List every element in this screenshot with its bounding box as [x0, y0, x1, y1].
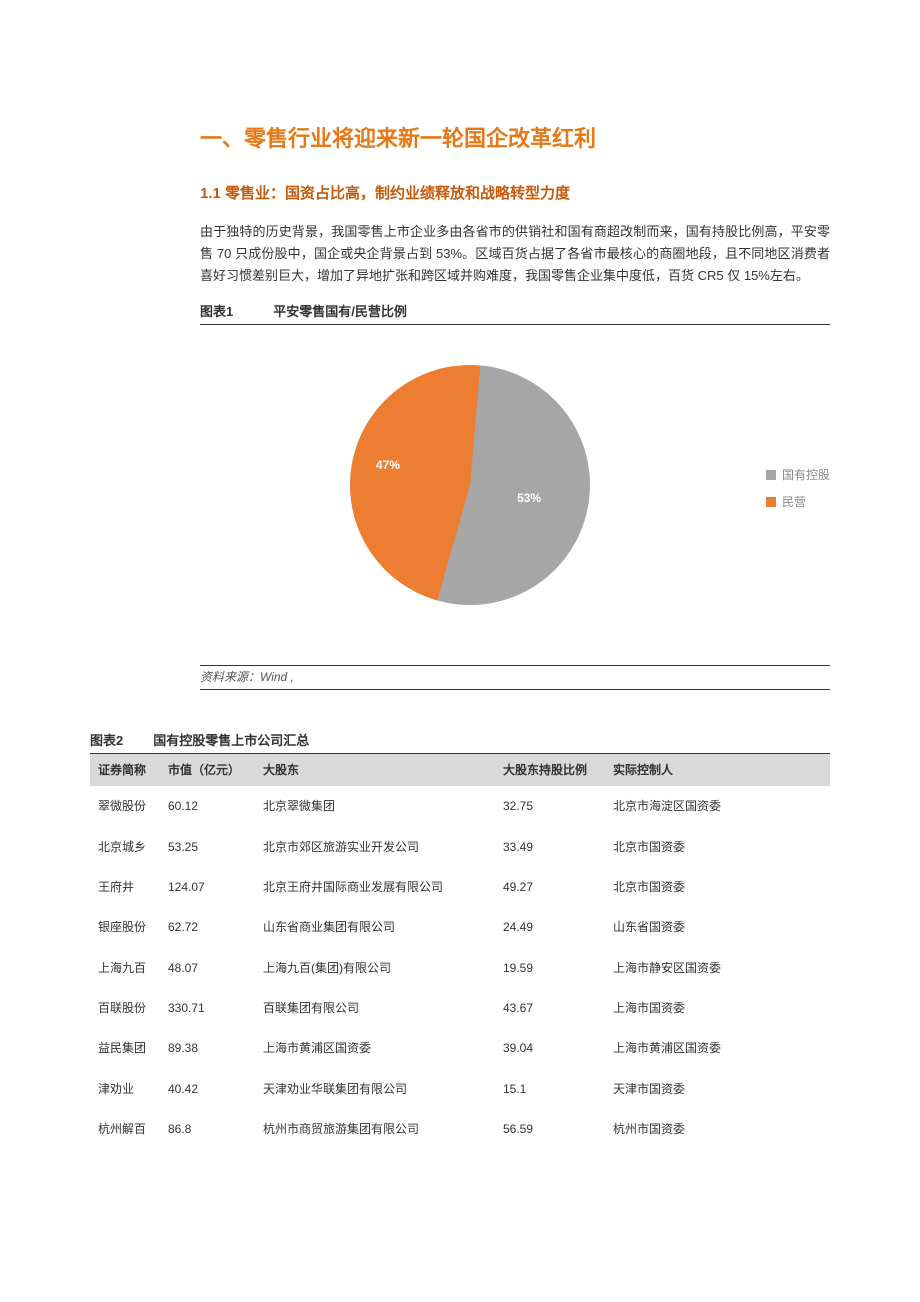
table-cell: 天津市国资委	[605, 1069, 830, 1109]
legend-label: 民营	[782, 492, 806, 512]
pie-graphic	[350, 365, 590, 605]
table-cell: 天津劝业华联集团有限公司	[255, 1069, 495, 1109]
table-cell: 53.25	[160, 827, 255, 867]
table-cell: 银座股份	[90, 907, 160, 947]
table-cell: 62.72	[160, 907, 255, 947]
table-cell: 北京市海淀区国资委	[605, 786, 830, 826]
table-cell: 上海九百(集团)有限公司	[255, 948, 495, 988]
table-cell: 百联股份	[90, 988, 160, 1028]
table-cell: 上海市国资委	[605, 988, 830, 1028]
figure1-source: 资料来源：Wind ,	[200, 665, 830, 689]
figure2-label: 图表2	[90, 730, 123, 752]
th-mcap: 市值（亿元）	[160, 754, 255, 786]
table-row: 百联股份330.71百联集团有限公司43.67上海市国资委	[90, 988, 830, 1028]
table-row: 益民集团89.38上海市黄浦区国资委39.04上海市黄浦区国资委	[90, 1028, 830, 1068]
table-row: 王府井124.07北京王府井国际商业发展有限公司49.27北京市国资委	[90, 867, 830, 907]
table-cell: 北京翠微集团	[255, 786, 495, 826]
sub-heading: 1.1 零售业：国资占比高，制约业绩释放和战略转型力度	[200, 181, 830, 207]
figure1-header: 图表1 平安零售国有/民营比例	[200, 301, 830, 325]
table-cell: 上海市黄浦区国资委	[605, 1028, 830, 1068]
table-cell: 北京王府井国际商业发展有限公司	[255, 867, 495, 907]
th-name: 证券简称	[90, 754, 160, 786]
figure1-label: 图表1	[200, 301, 233, 323]
figure1-title: 平安零售国有/民营比例	[273, 301, 407, 323]
table-body: 翠微股份60.12北京翠微集团32.75北京市海淀区国资委北京城乡53.25北京…	[90, 786, 830, 1150]
table-row: 翠微股份60.12北京翠微集团32.75北京市海淀区国资委	[90, 786, 830, 826]
table-header-row: 证券简称 市值（亿元） 大股东 大股东持股比例 实际控制人	[90, 754, 830, 786]
table-row: 津劝业40.42天津劝业华联集团有限公司15.1天津市国资委	[90, 1069, 830, 1109]
legend-item: 民营	[766, 492, 830, 512]
table-cell: 上海市静安区国资委	[605, 948, 830, 988]
table-cell: 33.49	[495, 827, 605, 867]
table-cell: 杭州解百	[90, 1109, 160, 1149]
table-cell: 津劝业	[90, 1069, 160, 1109]
table-cell: 40.42	[160, 1069, 255, 1109]
pie-slice-label-0: 47%	[376, 455, 400, 475]
legend-swatch	[766, 470, 776, 480]
main-heading: 一、零售行业将迎来新一轮国企改革红利	[200, 120, 830, 157]
source-text: 资料来源：Wind ,	[200, 670, 294, 684]
company-table: 证券简称 市值（亿元） 大股东 大股东持股比例 实际控制人 翠微股份60.12北…	[90, 754, 830, 1150]
table-cell: 北京城乡	[90, 827, 160, 867]
pie-slice-label-1: 53%	[517, 488, 541, 508]
table-cell: 杭州市商贸旅游集团有限公司	[255, 1109, 495, 1149]
chart-legend: 国有控股民营	[766, 465, 830, 518]
legend-item: 国有控股	[766, 465, 830, 485]
table-cell: 北京市国资委	[605, 827, 830, 867]
table-cell: 49.27	[495, 867, 605, 907]
table-cell: 124.07	[160, 867, 255, 907]
table-cell: 益民集团	[90, 1028, 160, 1068]
table-cell: 56.59	[495, 1109, 605, 1149]
table-cell: 上海九百	[90, 948, 160, 988]
table-cell: 北京市郊区旅游实业开发公司	[255, 827, 495, 867]
figure2-title: 国有控股零售上市公司汇总	[153, 730, 309, 752]
table-cell: 19.59	[495, 948, 605, 988]
figure2-header: 图表2 国有控股零售上市公司汇总	[90, 730, 830, 754]
table-cell: 60.12	[160, 786, 255, 826]
th-ctrl: 实际控制人	[605, 754, 830, 786]
table-cell: 上海市黄浦区国资委	[255, 1028, 495, 1068]
table-cell: 86.8	[160, 1109, 255, 1149]
legend-label: 国有控股	[782, 465, 830, 485]
table-cell: 24.49	[495, 907, 605, 947]
table-row: 上海九百48.07上海九百(集团)有限公司19.59上海市静安区国资委	[90, 948, 830, 988]
th-ratio: 大股东持股比例	[495, 754, 605, 786]
table-cell: 杭州市国资委	[605, 1109, 830, 1149]
table-cell: 39.04	[495, 1028, 605, 1068]
table-cell: 翠微股份	[90, 786, 160, 826]
body-paragraph: 由于独特的历史背景，我国零售上市企业多由各省市的供销社和国有商超改制而来，国有持…	[200, 221, 830, 287]
table-cell: 32.75	[495, 786, 605, 826]
table-cell: 山东省商业集团有限公司	[255, 907, 495, 947]
legend-swatch	[766, 497, 776, 507]
table-row: 银座股份62.72山东省商业集团有限公司24.49山东省国资委	[90, 907, 830, 947]
table-cell: 王府井	[90, 867, 160, 907]
table-row: 北京城乡53.25北京市郊区旅游实业开发公司33.49北京市国资委	[90, 827, 830, 867]
table-cell: 百联集团有限公司	[255, 988, 495, 1028]
table-cell: 48.07	[160, 948, 255, 988]
table-cell: 330.71	[160, 988, 255, 1028]
table-cell: 15.1	[495, 1069, 605, 1109]
table-cell: 89.38	[160, 1028, 255, 1068]
pie-chart: 47% 53% 国有控股民营	[200, 345, 830, 665]
table-cell: 北京市国资委	[605, 867, 830, 907]
table-cell: 43.67	[495, 988, 605, 1028]
table-row: 杭州解百86.8杭州市商贸旅游集团有限公司56.59杭州市国资委	[90, 1109, 830, 1149]
table-cell: 山东省国资委	[605, 907, 830, 947]
th-holder: 大股东	[255, 754, 495, 786]
